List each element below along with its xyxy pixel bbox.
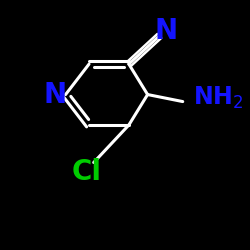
Text: NH$_2$: NH$_2$ — [193, 85, 243, 111]
Text: N: N — [44, 80, 66, 108]
Text: Cl: Cl — [72, 158, 102, 186]
Text: N: N — [155, 17, 178, 45]
